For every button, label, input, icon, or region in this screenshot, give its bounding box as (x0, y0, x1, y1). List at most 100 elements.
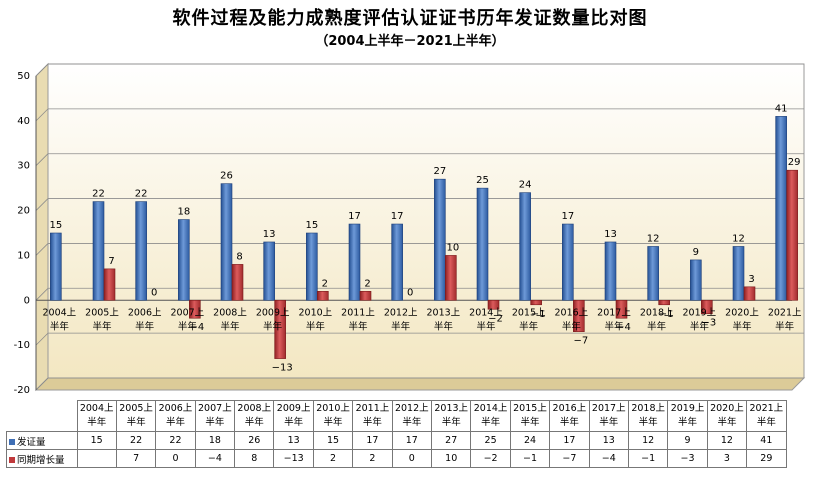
x-tick-label: 2008上 (213, 307, 247, 318)
data-label-growth: 3 (748, 274, 754, 285)
data-label-issued: 13 (263, 229, 276, 240)
y-tick-label: -10 (14, 340, 30, 351)
x-tick-label: 2015上 (512, 307, 546, 318)
x-tick-label: 半年 (732, 320, 752, 332)
x-tick-label: 2014上 (469, 307, 503, 318)
table-cell: 12 (706, 431, 748, 450)
table-cell: −1 (509, 449, 551, 468)
data-label-issued: 17 (348, 211, 361, 222)
bar-issued (562, 223, 574, 301)
table-header-cell: 2005上 半年 (115, 400, 157, 432)
y-tick-label: 40 (17, 116, 30, 127)
bar-issued (775, 116, 787, 301)
bar-issued (348, 223, 361, 301)
table-cell: −1 (627, 449, 669, 468)
table-header-text: 2007上 (198, 403, 232, 414)
x-tick-label: 半年 (647, 320, 667, 332)
table-cell: 2 (312, 449, 354, 468)
table-cell: 12 (627, 431, 669, 450)
gridline-side (35, 288, 49, 301)
data-label-issued: 15 (305, 220, 318, 231)
table-header-text: 2020上 (710, 403, 744, 414)
bar-growth (189, 299, 201, 319)
x-tick-label: 半年 (476, 320, 496, 332)
bar-growth (743, 286, 756, 301)
table-header-text: 2008上 (237, 403, 272, 414)
data-label-issued: 9 (693, 247, 699, 258)
table-header-text: 2018上 (631, 403, 665, 414)
data-label-issued: 18 (177, 207, 190, 218)
bar-issued (220, 183, 233, 301)
legend-swatch (9, 439, 15, 445)
x-tick-label: 2011上 (341, 307, 375, 318)
chart-subtitle: （2004上半年－2021上半年） (315, 34, 505, 49)
table-row: 同期增长量 7 0 −4 8 −13 2 2 0 10 −2 −1 −7 −4 −1 −3 3 29 (6, 449, 787, 468)
table-cell: 15 (312, 431, 354, 450)
bar-growth (359, 291, 372, 301)
gridline-side (35, 153, 49, 166)
table-header-text: 半年 (244, 417, 264, 428)
data-label-growth: −13 (272, 363, 293, 374)
table-cell: 22 (115, 431, 157, 450)
table-header-cell: 2020上半年 (706, 400, 748, 432)
bar-issued (519, 192, 531, 301)
table-header-cell: 2011上半年 (352, 400, 393, 432)
table-header-cell: 2015上 半年 (509, 400, 551, 432)
table-header-text: 2016上 (552, 403, 587, 414)
table-cell: −7 (549, 449, 590, 468)
x-tick-label: 2021上 (768, 307, 802, 318)
bar-growth (701, 299, 713, 315)
bar-issued (135, 201, 147, 301)
data-label-growth: 10 (446, 242, 459, 253)
table-cell: 10 (431, 449, 472, 468)
table-header-text: 2012上 (394, 403, 429, 414)
table-cell: 17 (391, 431, 433, 450)
bar-issued (92, 201, 105, 301)
y-tick-label: 10 (17, 250, 30, 261)
plot-side-wall (35, 62, 49, 392)
table-header-text: 半年 (717, 417, 737, 428)
table-cell: 27 (431, 431, 472, 450)
table-header-text: 半年 (362, 417, 382, 428)
x-tick-label: 半年 (775, 320, 795, 332)
bar-growth (103, 268, 116, 301)
table-header-text: 2011上 (355, 403, 390, 414)
chart-title: 软件过程及能力成熟度评估认证证书历年发证数量比对图 (172, 8, 648, 29)
bar-growth (786, 169, 798, 301)
data-label-issued: 12 (732, 233, 745, 244)
table-header-text: 半年 (323, 417, 343, 428)
x-tick-label: 半年 (604, 320, 624, 332)
x-tick-label: 2017上 (597, 307, 631, 318)
bar-growth (615, 299, 628, 319)
table-header-text: 半年 (559, 417, 579, 428)
data-label-issued: 17 (391, 211, 404, 222)
table-header-text: 2019上 (670, 403, 705, 414)
table-header-cell: 2012上 半年 (391, 400, 433, 432)
data-label-growth: −1 (659, 309, 674, 320)
table-cell: 26 (234, 431, 275, 450)
table-header-cell: 2014上半年 (470, 400, 511, 432)
x-tick-label: 半年 (135, 320, 155, 332)
table-cell: 13 (273, 431, 314, 450)
table-cell: 24 (509, 431, 551, 450)
data-label-issued: 22 (92, 189, 105, 200)
data-label-growth: 29 (788, 157, 801, 168)
table-cell: −2 (470, 449, 511, 468)
table-cell: 15 (76, 431, 117, 450)
data-label-growth: −2 (488, 313, 503, 324)
x-tick-label: 2009上 (256, 307, 290, 318)
table-header-text: 半年 (756, 417, 776, 428)
table-cell: 3 (706, 449, 748, 468)
table-cell: 8 (234, 449, 275, 468)
table-cell: 29 (746, 449, 787, 468)
y-tick-label: 0 (24, 295, 30, 306)
table-header-text: 2014上 (473, 403, 508, 414)
legend-label: 同期增长量 (17, 454, 65, 466)
x-tick-label: 半年 (348, 320, 368, 332)
table-header-text: 半年 (481, 417, 501, 428)
table-header-text: 2010上 (316, 403, 350, 414)
table-header-text: 2013上 (434, 403, 469, 414)
x-tick-label: 半年 (263, 320, 283, 332)
data-label-issued: 12 (647, 233, 660, 244)
bar-growth (231, 264, 244, 301)
